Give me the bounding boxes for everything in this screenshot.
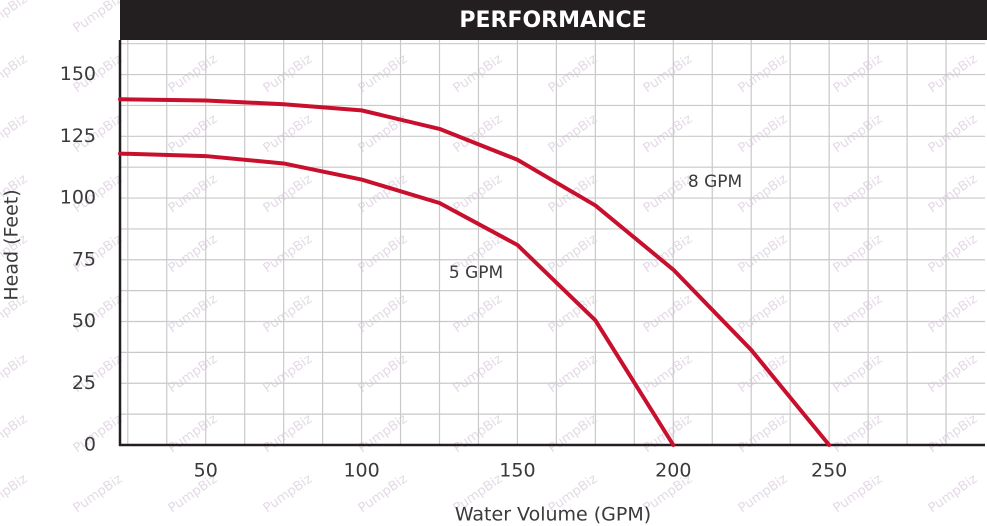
- watermark-text: PumpBiz: [831, 292, 886, 337]
- watermark-text: PumpBiz: [926, 412, 981, 457]
- watermark-text: PumpBiz: [641, 292, 696, 337]
- y-tick-label: 100: [60, 187, 96, 209]
- watermark-text: PumpBiz: [926, 472, 981, 517]
- watermark-text: PumpBiz: [736, 112, 791, 157]
- watermark-text: PumpBiz: [261, 472, 316, 517]
- watermark-text: PumpBiz: [71, 412, 126, 457]
- y-tick-label: 50: [72, 310, 96, 332]
- watermark-text: PumpBiz: [926, 52, 981, 97]
- series-line: [118, 97, 832, 447]
- watermark-text: PumpBiz: [641, 52, 696, 97]
- watermark-text: PumpBiz: [736, 412, 791, 457]
- watermark-text: PumpBiz: [546, 112, 601, 157]
- watermark-text: PumpBiz: [736, 232, 791, 277]
- watermark-text: PumpBiz: [0, 0, 30, 36]
- watermark-text: PumpBiz: [166, 172, 221, 217]
- watermark-text: PumpBiz: [546, 52, 601, 97]
- watermark-text: PumpBiz: [736, 292, 791, 337]
- watermark-text: PumpBiz: [831, 172, 886, 217]
- x-tick-label: 200: [655, 460, 691, 482]
- y-tick-label: 150: [60, 63, 96, 85]
- watermark-text: PumpBiz: [0, 352, 30, 397]
- watermark-text: PumpBiz: [261, 352, 316, 397]
- y-tick-label: 125: [60, 125, 96, 147]
- watermark-text: PumpBiz: [261, 172, 316, 217]
- watermark-text: PumpBiz: [641, 232, 696, 277]
- watermark-text: PumpBiz: [0, 472, 30, 517]
- watermark-text: PumpBiz: [831, 412, 886, 457]
- watermark-text: PumpBiz: [546, 352, 601, 397]
- watermark-text: PumpBiz: [166, 292, 221, 337]
- series-label: 5 GPM: [449, 263, 503, 283]
- x-tick-label: 150: [499, 460, 535, 482]
- y-tick-label: 75: [72, 248, 96, 270]
- watermark-text: PumpBiz: [831, 112, 886, 157]
- watermark-text: PumpBiz: [71, 0, 126, 36]
- x-tick-label: 50: [194, 460, 218, 482]
- watermark-text: PumpBiz: [641, 112, 696, 157]
- watermark-text: PumpBiz: [261, 292, 316, 337]
- watermark-text: PumpBiz: [831, 52, 886, 97]
- series-label: 8 GPM: [688, 172, 742, 192]
- watermark-text: PumpBiz: [356, 52, 411, 97]
- chart-title: PERFORMANCE: [459, 8, 646, 33]
- watermark-text: PumpBiz: [166, 112, 221, 157]
- watermark-text: PumpBiz: [261, 412, 316, 457]
- watermark-text: PumpBiz: [736, 472, 791, 517]
- watermark-text: PumpBiz: [736, 52, 791, 97]
- watermark-text: PumpBiz: [166, 412, 221, 457]
- watermark-text: PumpBiz: [71, 472, 126, 517]
- watermark-text: PumpBiz: [546, 232, 601, 277]
- watermark-text: PumpBiz: [261, 52, 316, 97]
- y-tick-label: 25: [72, 372, 96, 394]
- watermark-text: PumpBiz: [831, 352, 886, 397]
- y-tick-label: 0: [84, 434, 96, 456]
- watermark-text: PumpBiz: [0, 52, 30, 97]
- watermark-text: PumpBiz: [926, 172, 981, 217]
- watermark-text: PumpBiz: [356, 352, 411, 397]
- watermark-text: PumpBiz: [0, 412, 30, 457]
- watermark-text: PumpBiz: [356, 232, 411, 277]
- watermark-text: PumpBiz: [261, 232, 316, 277]
- watermark-layer: PumpBiz PumpBiz PumpBiz PumpBiz PumpBiz PumpB…: [0, 0, 980, 516]
- watermark-text: PumpBiz: [166, 232, 221, 277]
- watermark-text: PumpBiz: [0, 112, 30, 157]
- x-axis-label: Water Volume (GPM): [455, 504, 651, 526]
- watermark-text: PumpBiz: [546, 412, 601, 457]
- watermark-text: PumpBiz: [926, 232, 981, 277]
- series-line: [118, 151, 676, 447]
- y-axis-label: Head (Feet): [1, 189, 23, 300]
- x-tick-label: 250: [811, 460, 847, 482]
- watermark-text: PumpBiz: [166, 352, 221, 397]
- title-bar: [120, 0, 987, 40]
- watermark-text: PumpBiz: [356, 412, 411, 457]
- watermark-text: PumpBiz: [166, 52, 221, 97]
- watermark-text: PumpBiz: [831, 232, 886, 277]
- watermark-text: PumpBiz: [926, 292, 981, 337]
- watermark-text: PumpBiz: [736, 172, 791, 217]
- watermark-text: PumpBiz: [926, 352, 981, 397]
- watermark-text: PumpBiz: [926, 112, 981, 157]
- watermark-text: PumpBiz: [261, 112, 316, 157]
- watermark-text: PumpBiz: [641, 352, 696, 397]
- x-tick-label: 100: [343, 460, 379, 482]
- watermark-text: PumpBiz: [356, 292, 411, 337]
